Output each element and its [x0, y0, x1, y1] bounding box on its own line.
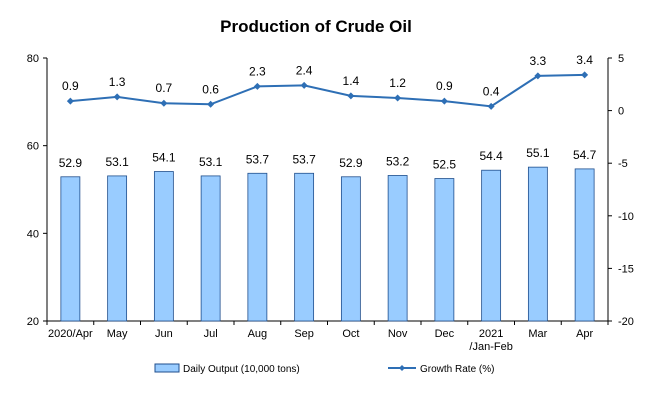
y-left-tick-label: 60 [27, 141, 39, 153]
bar [340, 176, 361, 322]
legend-line-marker [399, 365, 405, 371]
bar-series [60, 166, 595, 322]
x-tick-label: Sep [294, 328, 314, 340]
line-data-label: 1.4 [343, 74, 360, 88]
bar-data-label: 53.7 [246, 152, 270, 166]
line-data-label: 0.7 [156, 81, 173, 95]
bar-data-label: 54.4 [479, 149, 503, 163]
bar-data-label: 53.2 [386, 154, 410, 168]
y-right-tick-label: -20 [618, 316, 634, 328]
y-right-tick-label: 5 [618, 53, 624, 65]
bar-data-label: 54.1 [152, 151, 176, 165]
legend-bar-label: Daily Output (10,000 tons) [183, 364, 300, 375]
line-data-label: 0.6 [202, 82, 219, 96]
line-data-label: 0.9 [62, 79, 79, 93]
axes: 20 40 60 80 5 0 -5 -10 -15 -20 2020/Apr May Jun Jul Au… [27, 53, 634, 353]
legend-bar-swatch [154, 363, 180, 373]
line-data-label: 0.9 [436, 79, 453, 93]
line-point [394, 94, 402, 102]
x-tick-label: Jun [155, 328, 173, 340]
x-tick-label: Jul [204, 328, 218, 340]
line-point [66, 97, 74, 105]
bar [294, 172, 315, 322]
data-labels: 52.9 53.1 54.1 53.1 53.7 53.7 52.9 53.2 52.5 54.4… [59, 53, 597, 172]
y-left-tick-label: 80 [27, 53, 39, 65]
line-point [487, 102, 495, 110]
y-right-tick-label: 0 [618, 106, 624, 118]
line-point [207, 100, 215, 108]
line-point [581, 71, 589, 79]
y-right-tick-label: -5 [618, 158, 628, 170]
legend-line-label: Growth Rate (%) [420, 364, 494, 375]
y-right-tick-label: -15 [618, 263, 634, 275]
line-data-label: 2.3 [249, 64, 266, 78]
line-data-label: 0.4 [483, 84, 500, 98]
bar [200, 175, 221, 322]
bar [387, 175, 408, 322]
line-data-label: 1.2 [389, 76, 406, 90]
bar [527, 166, 548, 322]
line-point [534, 72, 542, 80]
line-point [347, 92, 355, 100]
line-point [440, 97, 448, 105]
bar [247, 172, 268, 322]
line-point [160, 99, 168, 107]
x-tick-label: Mar [528, 328, 547, 340]
x-tick-label: Dec [435, 328, 455, 340]
line-data-label: 3.3 [530, 54, 547, 68]
line-data-label: 3.4 [576, 53, 593, 67]
x-tick-label: Oct [342, 328, 359, 340]
bar-data-label: 53.7 [292, 152, 316, 166]
x-tick-label: Apr [576, 328, 593, 340]
legend: Daily Output (10,000 tons) Growth Rate (… [154, 363, 494, 375]
x-tick-label: 2021 [479, 328, 503, 340]
y-left-tick-label: 20 [27, 316, 39, 328]
line-point [253, 82, 261, 90]
line-series [66, 71, 589, 110]
bar-data-label: 52.9 [59, 156, 83, 170]
y-right-tick-label: -10 [618, 211, 634, 223]
x-tick-label: /Jan-Feb [469, 341, 512, 353]
bar-data-label: 55.1 [526, 146, 550, 160]
bar [574, 168, 595, 322]
bar [153, 171, 174, 322]
x-tick-label: Aug [248, 328, 268, 340]
bar [107, 175, 128, 322]
bar [434, 178, 455, 322]
bar-data-label: 53.1 [105, 155, 129, 169]
line-data-label: 1.3 [109, 75, 126, 89]
x-tick-label: Nov [388, 328, 408, 340]
x-tick-label: 2020/Apr [48, 328, 93, 340]
line-point [113, 93, 121, 101]
bar-data-label: 52.5 [433, 158, 457, 172]
line-point [300, 81, 308, 89]
chart-title: Production of Crude Oil [220, 17, 412, 36]
x-tick-label: May [107, 328, 128, 340]
bar [481, 169, 502, 322]
bar-data-label: 54.7 [573, 148, 597, 162]
line-data-label: 2.4 [296, 63, 313, 77]
y-left-tick-label: 40 [27, 228, 39, 240]
growth-line [70, 73, 585, 108]
bar-data-label: 52.9 [339, 156, 363, 170]
bar-data-label: 53.1 [199, 155, 223, 169]
bar [60, 176, 81, 322]
